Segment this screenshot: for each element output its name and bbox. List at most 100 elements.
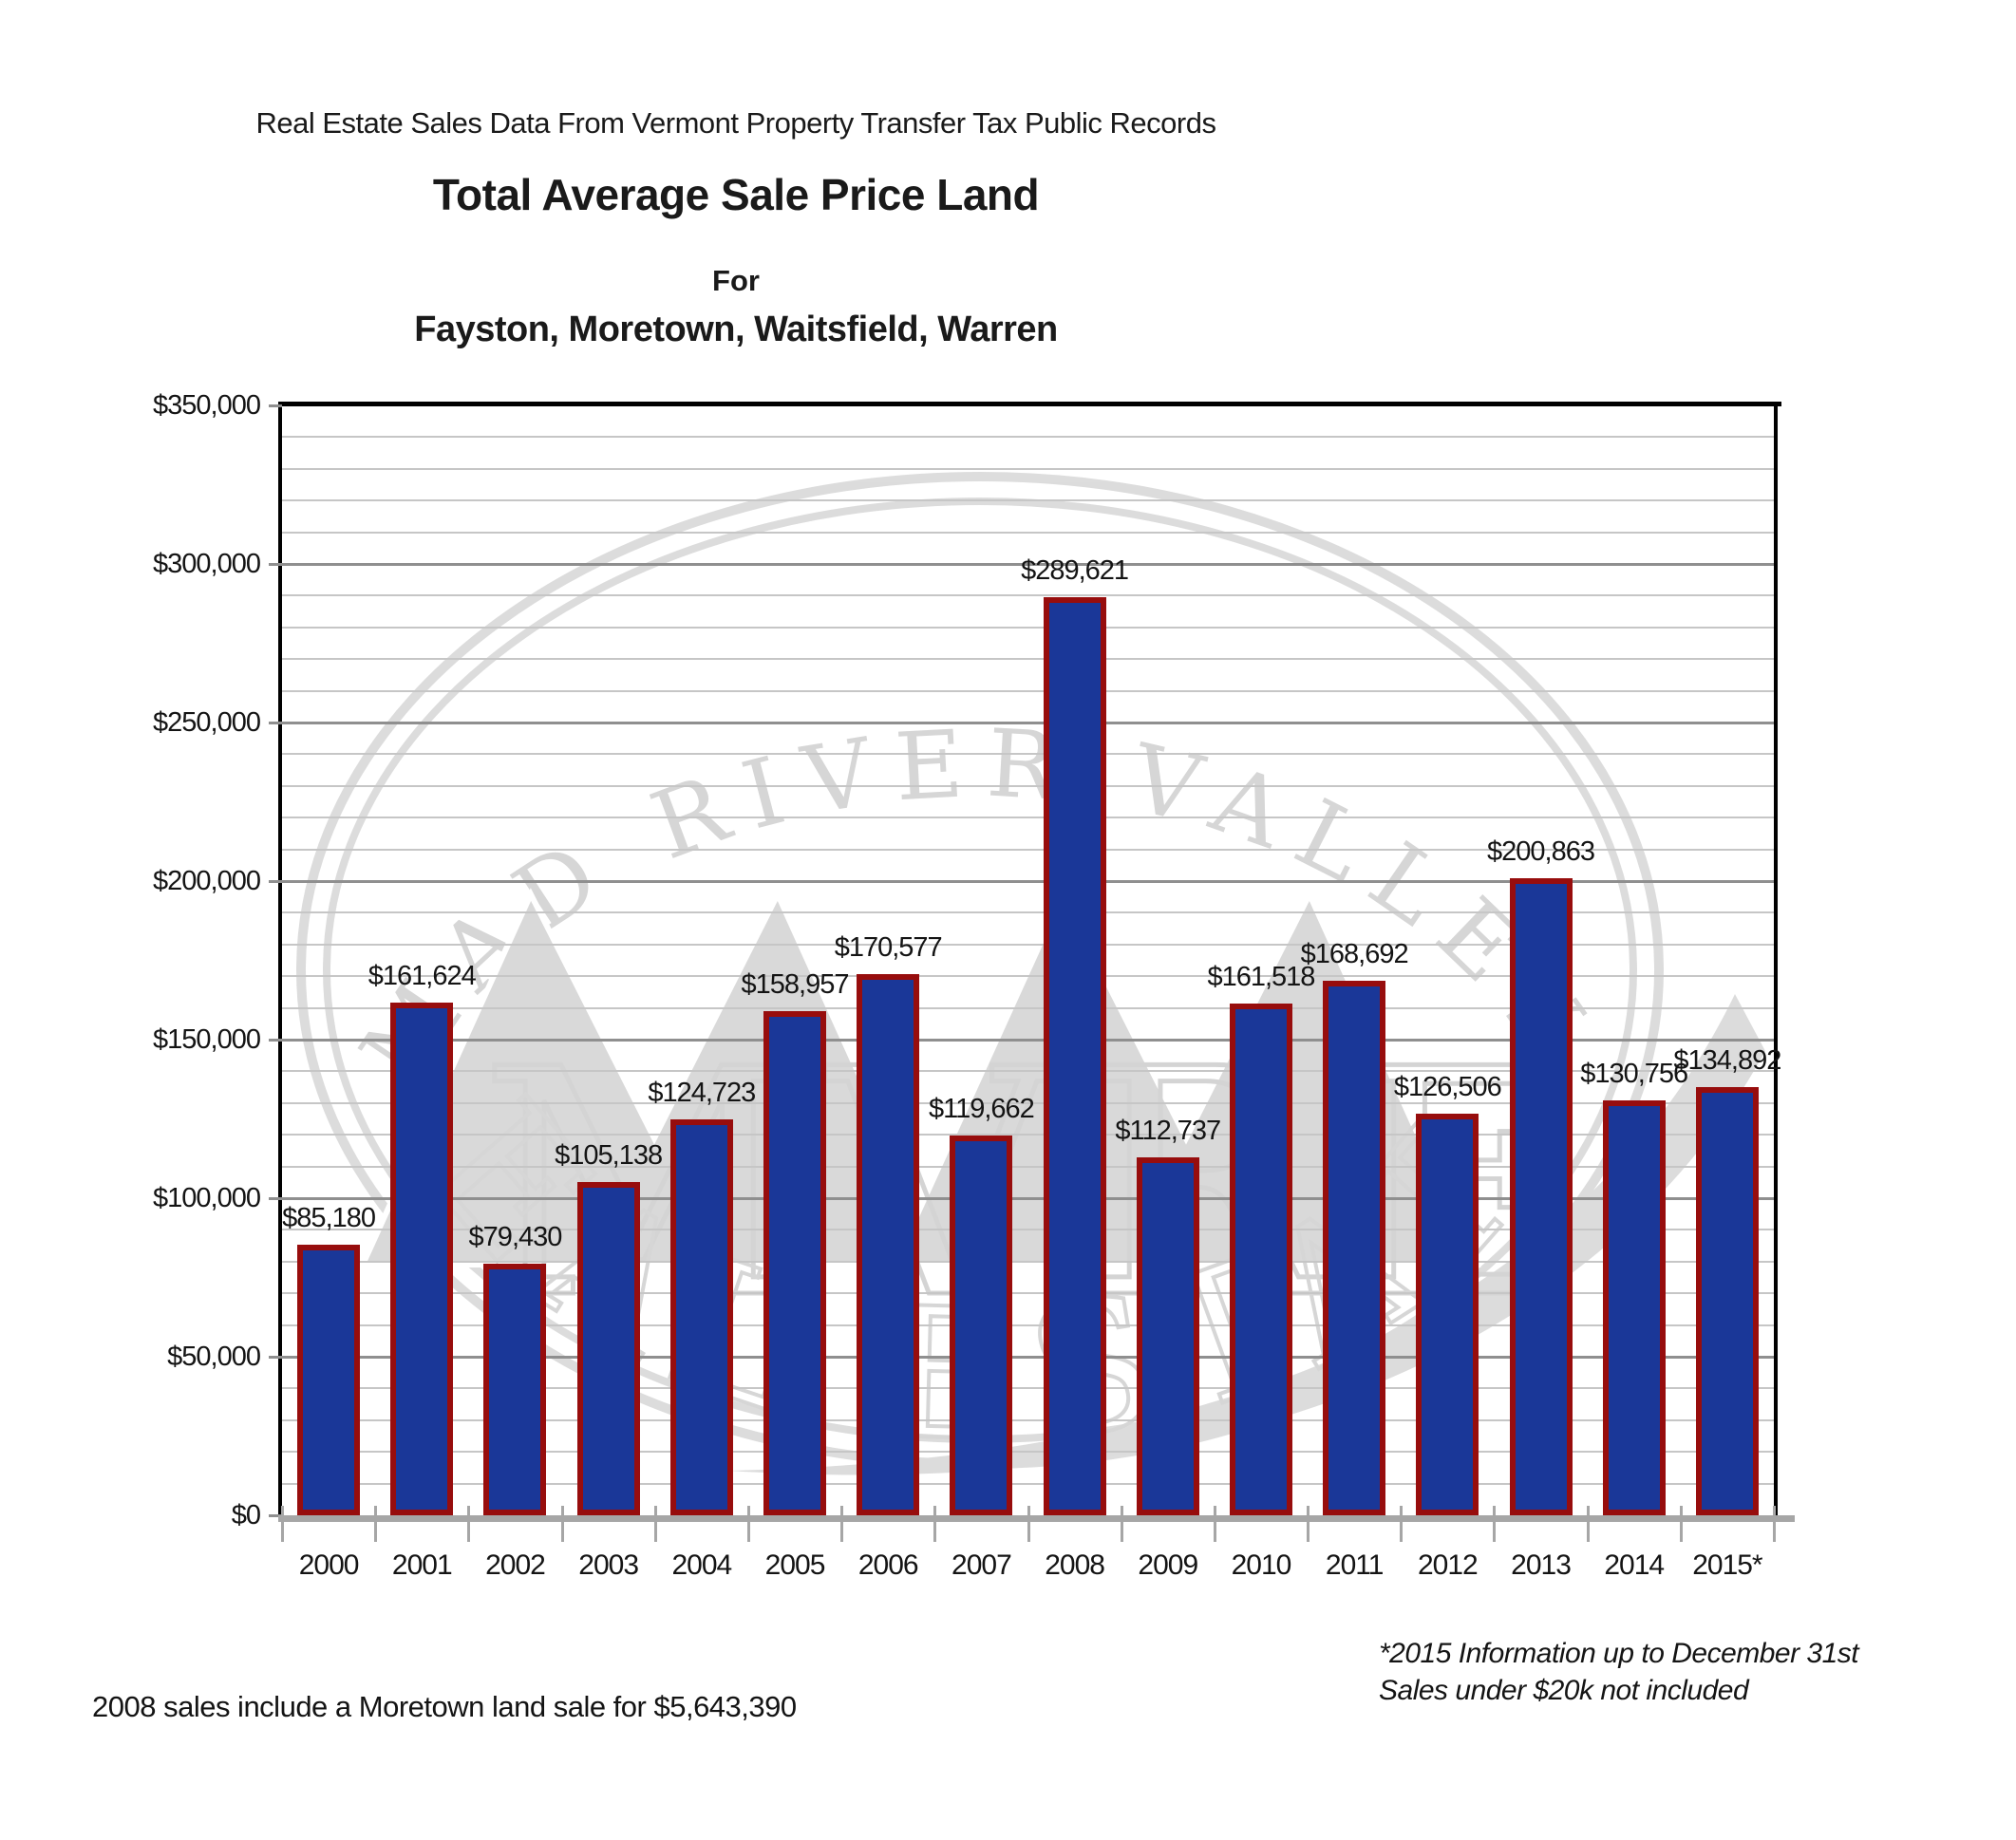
- x-axis-line: [278, 1515, 1795, 1522]
- gridline-minor: [282, 1482, 1774, 1485]
- source-line: Real Estate Sales Data From Vermont Prop…: [255, 106, 1216, 140]
- gridline-minor: [282, 848, 1774, 851]
- gridline-minor: [282, 1387, 1774, 1390]
- y-tick-mark: [269, 563, 282, 566]
- y-tick-mark: [269, 1514, 282, 1517]
- gridline-minor: [282, 975, 1774, 978]
- x-tick-label-2013: 2013: [1511, 1549, 1572, 1581]
- x-tick-label-2005: 2005: [764, 1549, 826, 1581]
- data-label-2012: $126,506: [1393, 1072, 1502, 1103]
- plot-border-right: [1774, 402, 1778, 1520]
- gridline-minor: [282, 817, 1774, 819]
- bar-2007: [950, 1136, 1013, 1515]
- x-tick-label-2002: 2002: [485, 1549, 546, 1581]
- y-tick-mark: [269, 880, 282, 883]
- y-tick-label: $200,000: [153, 866, 261, 896]
- bar-2008: [1043, 596, 1106, 1515]
- x-axis-tick: [1307, 1506, 1310, 1542]
- x-axis-tick: [1586, 1506, 1590, 1542]
- watermark-monogram: MVRE: [479, 1003, 1605, 1367]
- gridline-minor: [282, 911, 1774, 914]
- y-tick-mark: [269, 722, 282, 724]
- x-axis-tick: [933, 1506, 937, 1542]
- x-axis-tick: [374, 1506, 378, 1542]
- bar-2015*: [1695, 1087, 1759, 1515]
- data-label-2006: $170,577: [834, 932, 943, 964]
- data-label-2005: $158,957: [741, 969, 850, 1001]
- bar-2005: [763, 1011, 827, 1515]
- y-tick-label: $50,000: [167, 1342, 261, 1372]
- x-axis-tick: [746, 1506, 750, 1542]
- plot-border-left: [278, 402, 282, 1520]
- data-label-2007: $119,662: [929, 1094, 1035, 1125]
- x-tick-label-2015*: 2015*: [1692, 1549, 1762, 1581]
- footnote-2008: 2008 sales include a Moretown land sale …: [92, 1690, 797, 1723]
- gridline-minor: [282, 1006, 1774, 1009]
- gridline-minor: [282, 689, 1774, 692]
- gridline-minor: [282, 1101, 1774, 1104]
- x-tick-label-2008: 2008: [1045, 1549, 1105, 1581]
- data-label-2001: $161,624: [367, 961, 477, 992]
- gridline-major: [282, 1356, 1774, 1359]
- x-tick-label-2012: 2012: [1417, 1549, 1479, 1581]
- y-tick-label: $150,000: [153, 1024, 261, 1055]
- x-axis-tick: [1679, 1506, 1683, 1542]
- page-title: Total Average Sale Price Land: [432, 170, 1040, 219]
- gridline-major: [282, 880, 1774, 883]
- gridline-minor: [282, 1324, 1774, 1326]
- y-tick-mark: [269, 404, 282, 407]
- gridline-minor: [282, 1451, 1774, 1454]
- for-line: For: [712, 264, 760, 297]
- data-label-2000: $85,180: [282, 1203, 376, 1234]
- gridline-major: [282, 563, 1774, 566]
- gridline-minor: [282, 1165, 1774, 1168]
- gridline-minor: [282, 436, 1774, 439]
- gridline-minor: [282, 1229, 1774, 1231]
- bar-2006: [857, 974, 920, 1515]
- y-tick-label: $100,000: [153, 1183, 261, 1213]
- gridline-minor: [282, 626, 1774, 629]
- x-axis-tick: [1773, 1506, 1776, 1542]
- x-tick-label-2010: 2010: [1231, 1549, 1292, 1581]
- data-label-2011: $168,692: [1300, 938, 1409, 969]
- gridline-minor: [282, 594, 1774, 597]
- x-tick-label-2006: 2006: [857, 1549, 919, 1581]
- footnote-2015-line2: Sales under $20k not included: [1379, 1675, 1749, 1706]
- bar-2003: [576, 1181, 640, 1515]
- gridline-minor: [282, 1260, 1774, 1263]
- x-axis-tick: [1027, 1506, 1030, 1542]
- x-axis-tick: [1493, 1506, 1497, 1542]
- bar-2014: [1602, 1100, 1666, 1515]
- data-label-2003: $105,138: [555, 1139, 663, 1171]
- footnote-2015: *2015 Information up to December 31st Sa…: [1379, 1635, 1859, 1709]
- gridline-minor: [282, 1292, 1774, 1295]
- bar-2012: [1416, 1114, 1479, 1515]
- data-label-2013: $200,863: [1487, 836, 1595, 868]
- x-tick-label-2000: 2000: [298, 1549, 360, 1581]
- bar-2002: [483, 1263, 547, 1515]
- x-tick-label-2001: 2001: [391, 1549, 453, 1581]
- gridline-major: [282, 722, 1774, 724]
- towns-line: Fayston, Moretown, Waitsfield, Warren: [414, 310, 1058, 349]
- y-tick-mark: [269, 1197, 282, 1200]
- x-axis-tick: [467, 1506, 471, 1542]
- x-tick-label-2004: 2004: [671, 1549, 732, 1581]
- gridline-minor: [282, 1418, 1774, 1421]
- plot-border-top: [278, 402, 1781, 406]
- gridline-minor: [282, 467, 1774, 470]
- x-tick-label-2009: 2009: [1138, 1549, 1198, 1581]
- gridline-minor: [282, 943, 1774, 946]
- gridline-minor: [282, 753, 1774, 756]
- x-tick-label-2003: 2003: [578, 1549, 639, 1581]
- y-tick-mark: [269, 1356, 282, 1359]
- gridline-minor: [282, 658, 1774, 661]
- bar-2013: [1509, 878, 1573, 1515]
- x-axis-tick: [1213, 1506, 1216, 1542]
- bar-2010: [1229, 1003, 1292, 1515]
- gridline-major: [282, 1197, 1774, 1200]
- y-tick-label: $250,000: [153, 707, 261, 738]
- gridline-minor: [282, 784, 1774, 787]
- x-tick-label-2011: 2011: [1325, 1549, 1385, 1581]
- x-axis-tick: [560, 1506, 564, 1542]
